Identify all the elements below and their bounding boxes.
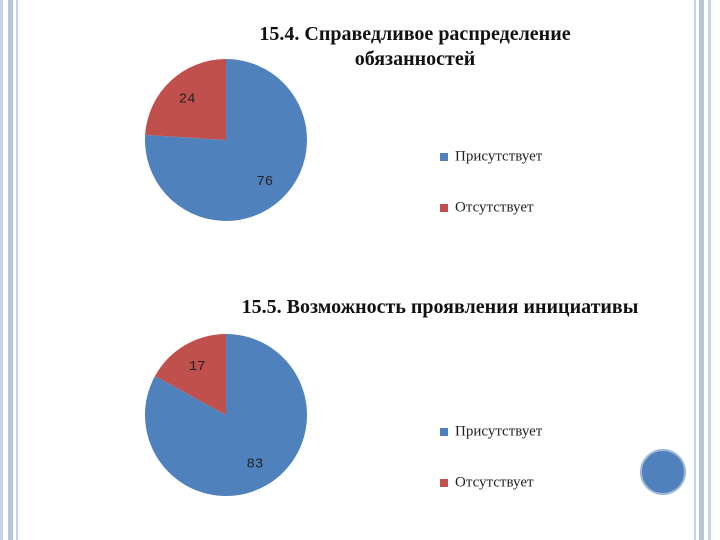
border	[699, 0, 704, 540]
data-label: 24	[179, 91, 196, 107]
chart-title: 15.5. Возможность проявления инициативы	[241, 296, 639, 318]
pie-slice	[145, 59, 308, 221]
chart-title: 15.4. Справедливое распределение обязанн…	[259, 23, 571, 70]
legend-label: Присутствует	[455, 148, 543, 164]
legend-swatch	[440, 153, 448, 161]
border	[0, 0, 3, 540]
pie-slice	[145, 58, 226, 140]
legend-label: Присутствует	[455, 423, 543, 439]
legend-label: Отсутствует	[455, 474, 534, 490]
border	[694, 0, 696, 540]
data-label: 76	[256, 174, 273, 190]
pie-slice	[145, 334, 308, 496]
border	[8, 0, 13, 540]
legend-swatch	[440, 479, 448, 487]
decor-circle	[640, 449, 686, 495]
pie-slice	[155, 334, 226, 415]
border	[16, 0, 18, 540]
legend-swatch	[440, 428, 448, 436]
data-label: 83	[246, 457, 263, 473]
legend-swatch	[440, 204, 448, 212]
border	[708, 0, 711, 540]
data-label: 17	[189, 359, 206, 375]
legend-label: Отсутствует	[455, 199, 534, 215]
